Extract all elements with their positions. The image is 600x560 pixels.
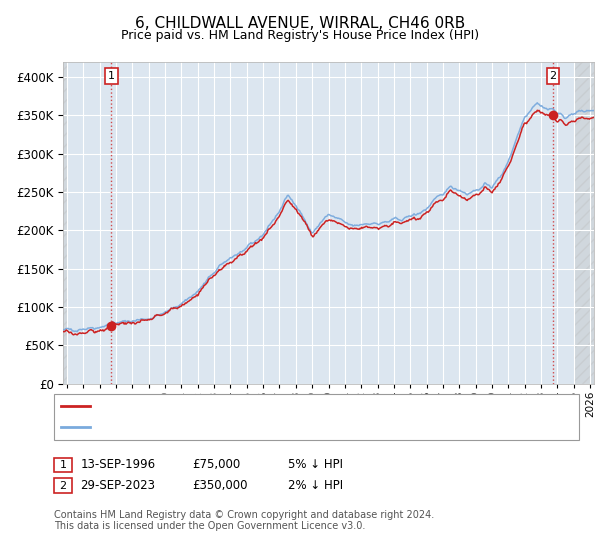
Text: 2% ↓ HPI: 2% ↓ HPI xyxy=(288,479,343,492)
Text: 6, CHILDWALL AVENUE, WIRRAL, CH46 0RB: 6, CHILDWALL AVENUE, WIRRAL, CH46 0RB xyxy=(135,16,465,31)
Text: 5% ↓ HPI: 5% ↓ HPI xyxy=(288,458,343,472)
Text: £350,000: £350,000 xyxy=(192,479,248,492)
Text: 29-SEP-2023: 29-SEP-2023 xyxy=(80,479,155,492)
Text: Price paid vs. HM Land Registry's House Price Index (HPI): Price paid vs. HM Land Registry's House … xyxy=(121,29,479,42)
Bar xyxy=(63,62,67,384)
Text: 13-SEP-1996: 13-SEP-1996 xyxy=(80,458,155,472)
Text: £75,000: £75,000 xyxy=(192,458,240,472)
Text: 2: 2 xyxy=(59,480,67,491)
Text: 1: 1 xyxy=(59,460,67,470)
Bar xyxy=(574,62,594,384)
Text: HPI: Average price, detached house, Wirral: HPI: Average price, detached house, Wirr… xyxy=(95,422,334,432)
Text: Contains HM Land Registry data © Crown copyright and database right 2024.
This d: Contains HM Land Registry data © Crown c… xyxy=(54,510,434,531)
Text: 6, CHILDWALL AVENUE, WIRRAL, CH46 0RB (detached house): 6, CHILDWALL AVENUE, WIRRAL, CH46 0RB (d… xyxy=(95,401,437,411)
Text: 1: 1 xyxy=(108,71,115,81)
Text: 2: 2 xyxy=(550,71,557,81)
